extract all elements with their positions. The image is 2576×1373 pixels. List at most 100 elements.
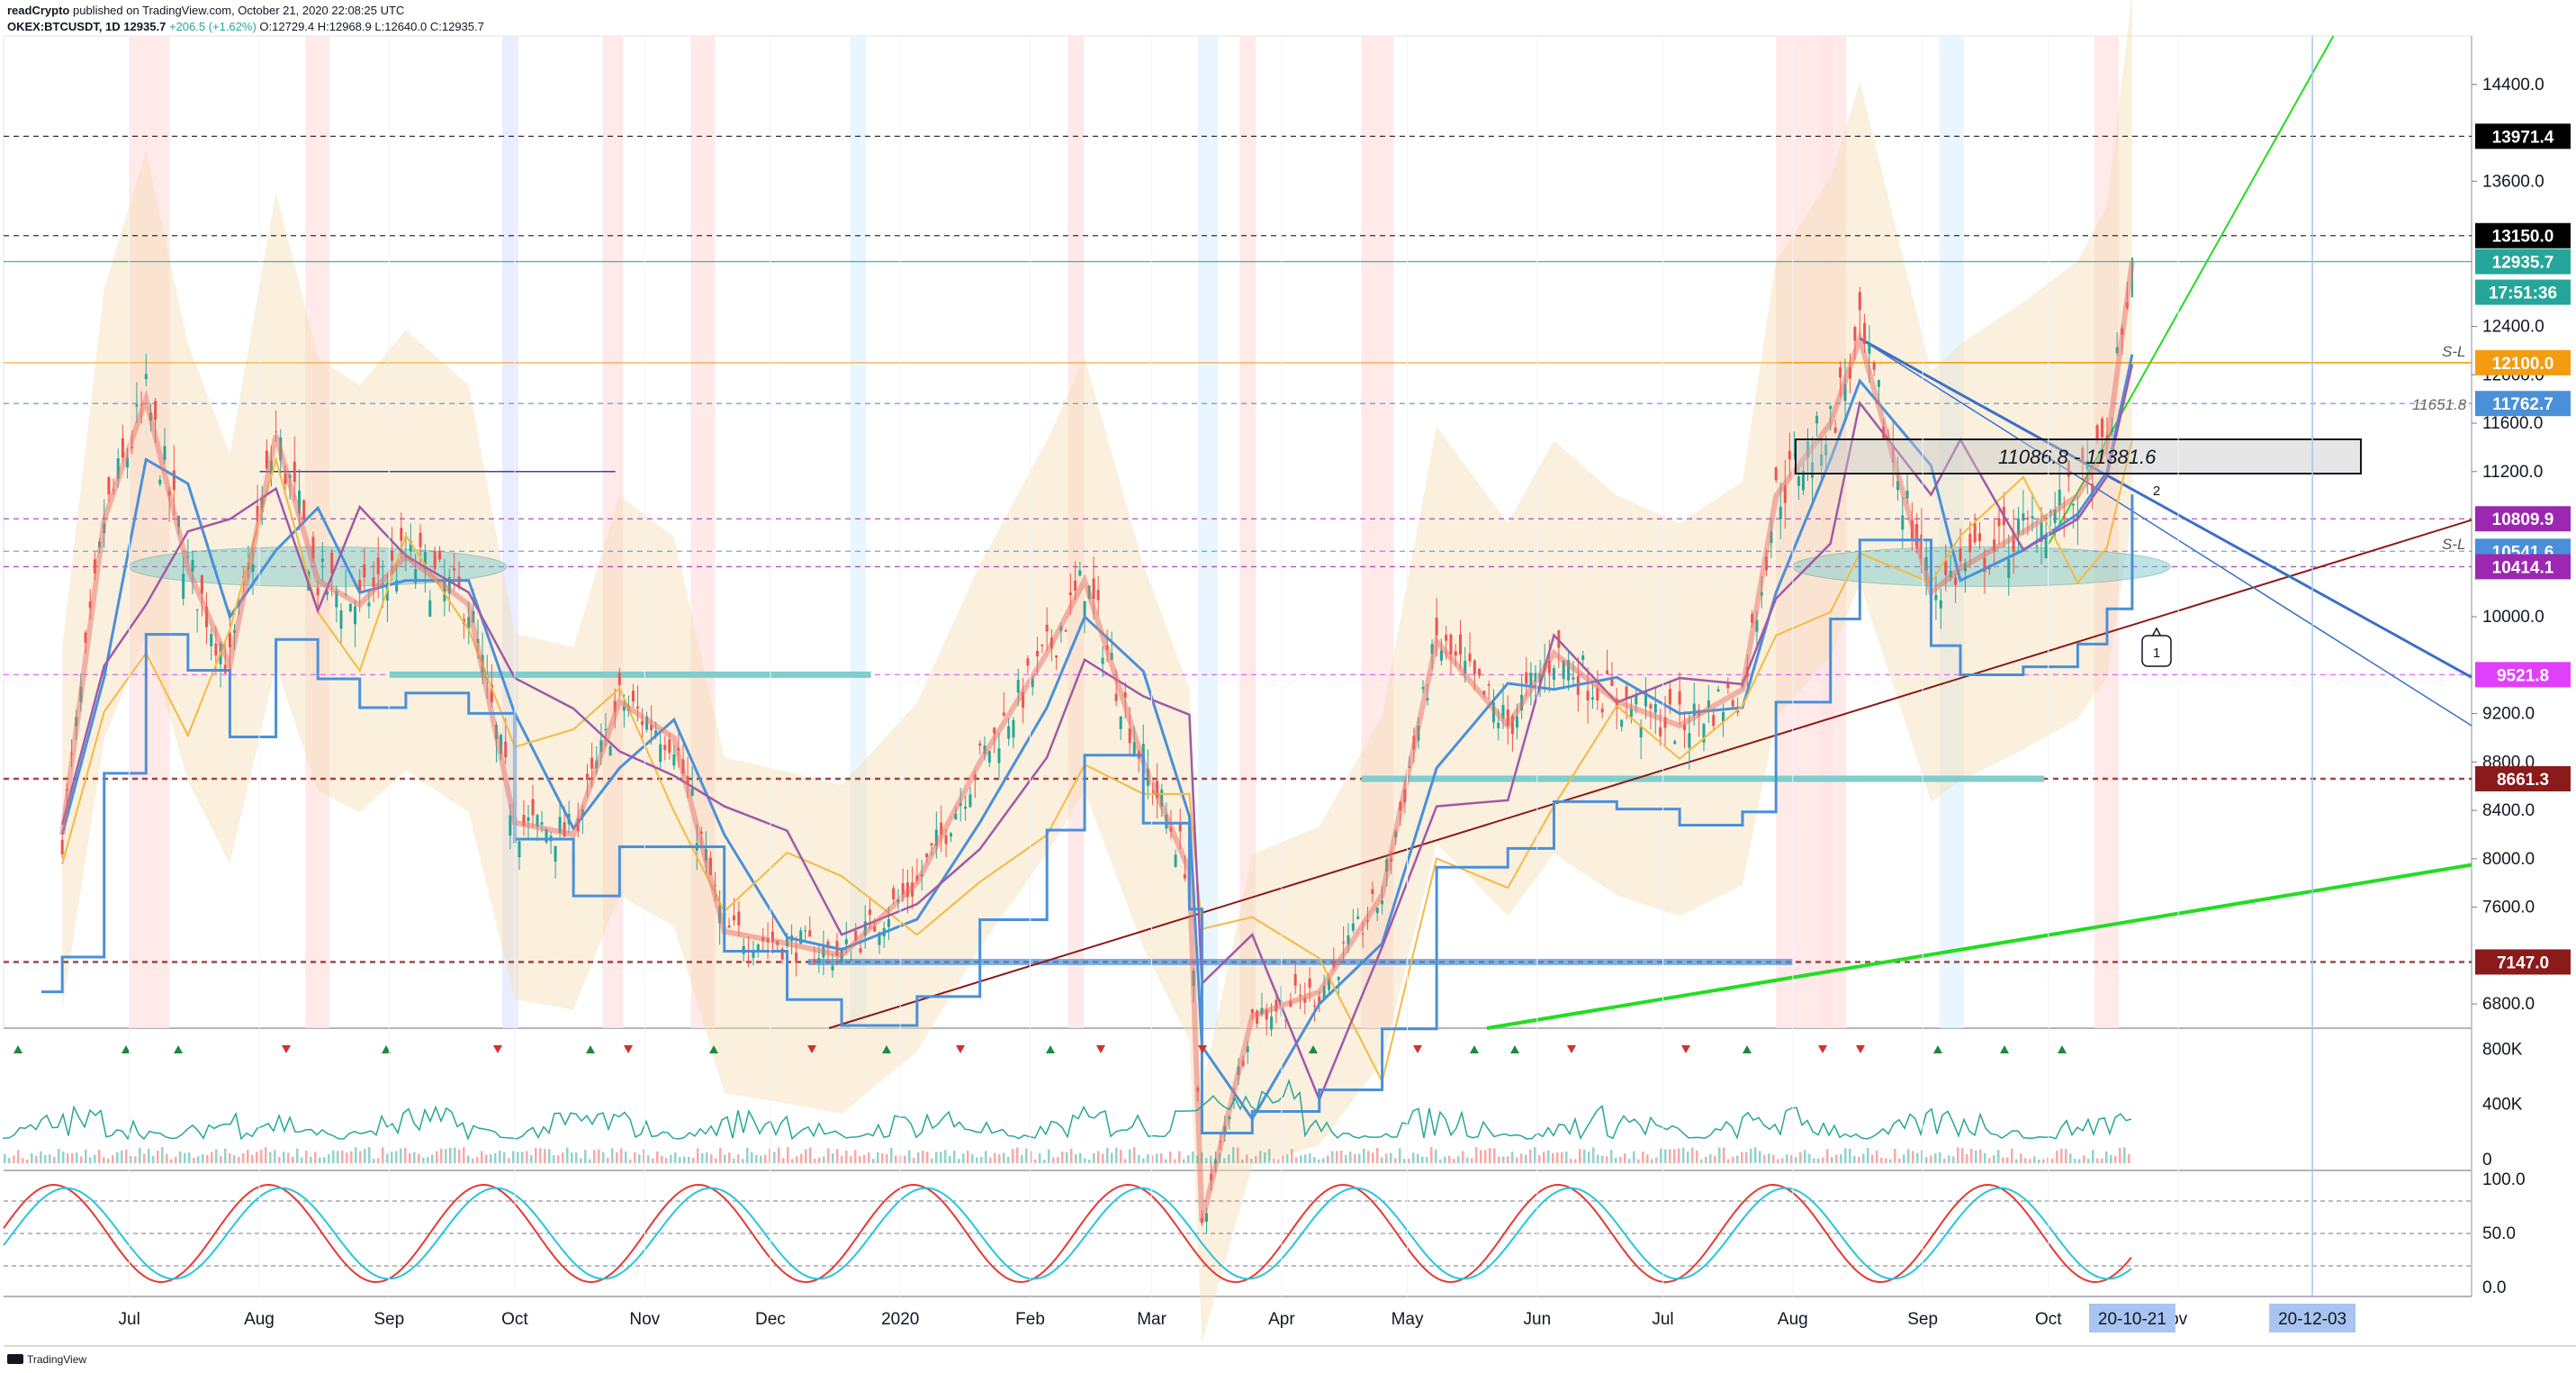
volume-bar (1601, 1155, 1604, 1163)
candle-body (265, 450, 268, 469)
volume-bar (161, 1147, 164, 1163)
volume-bar (1543, 1152, 1545, 1163)
price-badge-label: 13150.0 (2492, 228, 2554, 247)
volume-bar (1493, 1148, 1496, 1163)
candle-body (531, 799, 535, 816)
volume-bar (148, 1149, 150, 1163)
candle-body (354, 606, 357, 625)
sell-signal-icon (1413, 1045, 1422, 1053)
volume-bar (1669, 1149, 1671, 1163)
volume-bar (1345, 1154, 1347, 1163)
level-label: 11651.8 (2412, 396, 2467, 413)
candle-body (107, 477, 111, 495)
volume-bar (1912, 1151, 1914, 1163)
volume-bar (742, 1159, 744, 1163)
marker-1-box[interactable] (2141, 635, 2172, 667)
volume-bar (746, 1147, 749, 1163)
candle-body (613, 700, 617, 712)
volume-bar (1777, 1159, 1779, 1163)
tradingview-brand: TradingView (7, 1353, 86, 1366)
trend-line-green-steep (2047, 35, 2335, 545)
candle-body (1040, 644, 1044, 646)
volume-bar (1070, 1148, 1073, 1163)
candle-body (200, 574, 203, 594)
volume-bar (1340, 1151, 1343, 1163)
candle-body (1853, 327, 1857, 341)
tradingview-logo-icon (7, 1354, 23, 1364)
price-envelope (62, 0, 2132, 1343)
candle-body (1270, 1016, 1274, 1030)
candle-body (1445, 635, 1448, 641)
volume-bar (53, 1156, 56, 1163)
range-box[interactable] (1795, 438, 2362, 474)
volume-bar (1813, 1158, 1815, 1163)
volume-bar (868, 1152, 870, 1163)
volume-bar (566, 1147, 569, 1163)
volume-bar (256, 1152, 258, 1163)
candle-body (1064, 630, 1067, 632)
volume-bar (526, 1151, 528, 1163)
volume-bar (962, 1153, 965, 1163)
volume-bar (1066, 1152, 1068, 1163)
volume-bar (611, 1148, 614, 1163)
buy-signal-icon (1309, 1045, 1318, 1053)
volume-bar (1300, 1155, 1302, 1163)
candle-body (320, 558, 324, 563)
volume-bar (1759, 1151, 1761, 1163)
candle-body (844, 939, 848, 944)
volume-bar (130, 1156, 132, 1163)
volume-bar (1673, 1149, 1676, 1163)
volume-bar (1187, 1155, 1190, 1163)
volume-bar (692, 1158, 695, 1163)
volume-bar (1624, 1153, 1626, 1163)
volume-bar (980, 1157, 983, 1163)
volume-bar (841, 1155, 843, 1163)
time-tick-label: May (1392, 1310, 1424, 1329)
price-badge (2475, 662, 2571, 688)
time-axis[interactable]: Jul Aug Sep Oct Nov Dec 2020 Feb Mar Apr May Jun Jul… (119, 36, 2356, 1332)
ohlc-high: H:12968.9 (317, 20, 372, 33)
candle-body (438, 550, 442, 560)
volume-tick-label: 800K (2482, 1040, 2523, 1059)
candle-body (599, 740, 603, 753)
candle-body (84, 632, 87, 644)
volume-bar (1556, 1152, 1559, 1163)
volume-bar (1961, 1148, 1964, 1163)
time-tick-label: Aug (1778, 1310, 1808, 1329)
price-badge-label: 13971.4 (2492, 128, 2554, 147)
volume-bar (1471, 1158, 1473, 1163)
volume-bar (512, 1151, 515, 1163)
candle-body (892, 888, 896, 899)
candle-body (1501, 705, 1505, 718)
volume-bar (1781, 1158, 1784, 1163)
candle-body (1468, 653, 1472, 662)
volume-bar (377, 1158, 380, 1163)
candle-body (1901, 515, 1905, 530)
time-flag-label: 20-10-21 (2098, 1310, 2166, 1329)
price-tick-label: 11600.0 (2482, 414, 2543, 433)
candle-body (172, 470, 176, 491)
volume-bar (2051, 1158, 2054, 1163)
volume-bar (1129, 1149, 1131, 1163)
volume-bar (922, 1150, 924, 1163)
candle-body (2007, 559, 2011, 578)
volume-bar (445, 1149, 447, 1163)
volume-bar (728, 1152, 731, 1163)
volume-bar (607, 1158, 609, 1163)
price-badge-label: 11762.7 (2492, 395, 2553, 414)
volume-bar (301, 1157, 303, 1163)
candle-body (1673, 741, 1677, 745)
time-flag[interactable] (2269, 1304, 2356, 1332)
candle-body (121, 438, 124, 458)
price-tick-label: 8000.0 (2482, 850, 2535, 869)
volume-bar (310, 1156, 312, 1163)
volume-bar (1286, 1154, 1289, 1163)
volume-bar (1529, 1150, 1532, 1163)
signal-arrows (14, 1045, 2067, 1053)
volume-bar (1057, 1157, 1059, 1163)
price-axis[interactable]: 14400.013600.012400.012000.011600.011200… (2472, 76, 2544, 1297)
candle-body (1896, 481, 1900, 491)
candle-body (1435, 617, 1438, 636)
time-flag[interactable] (2088, 1304, 2175, 1332)
